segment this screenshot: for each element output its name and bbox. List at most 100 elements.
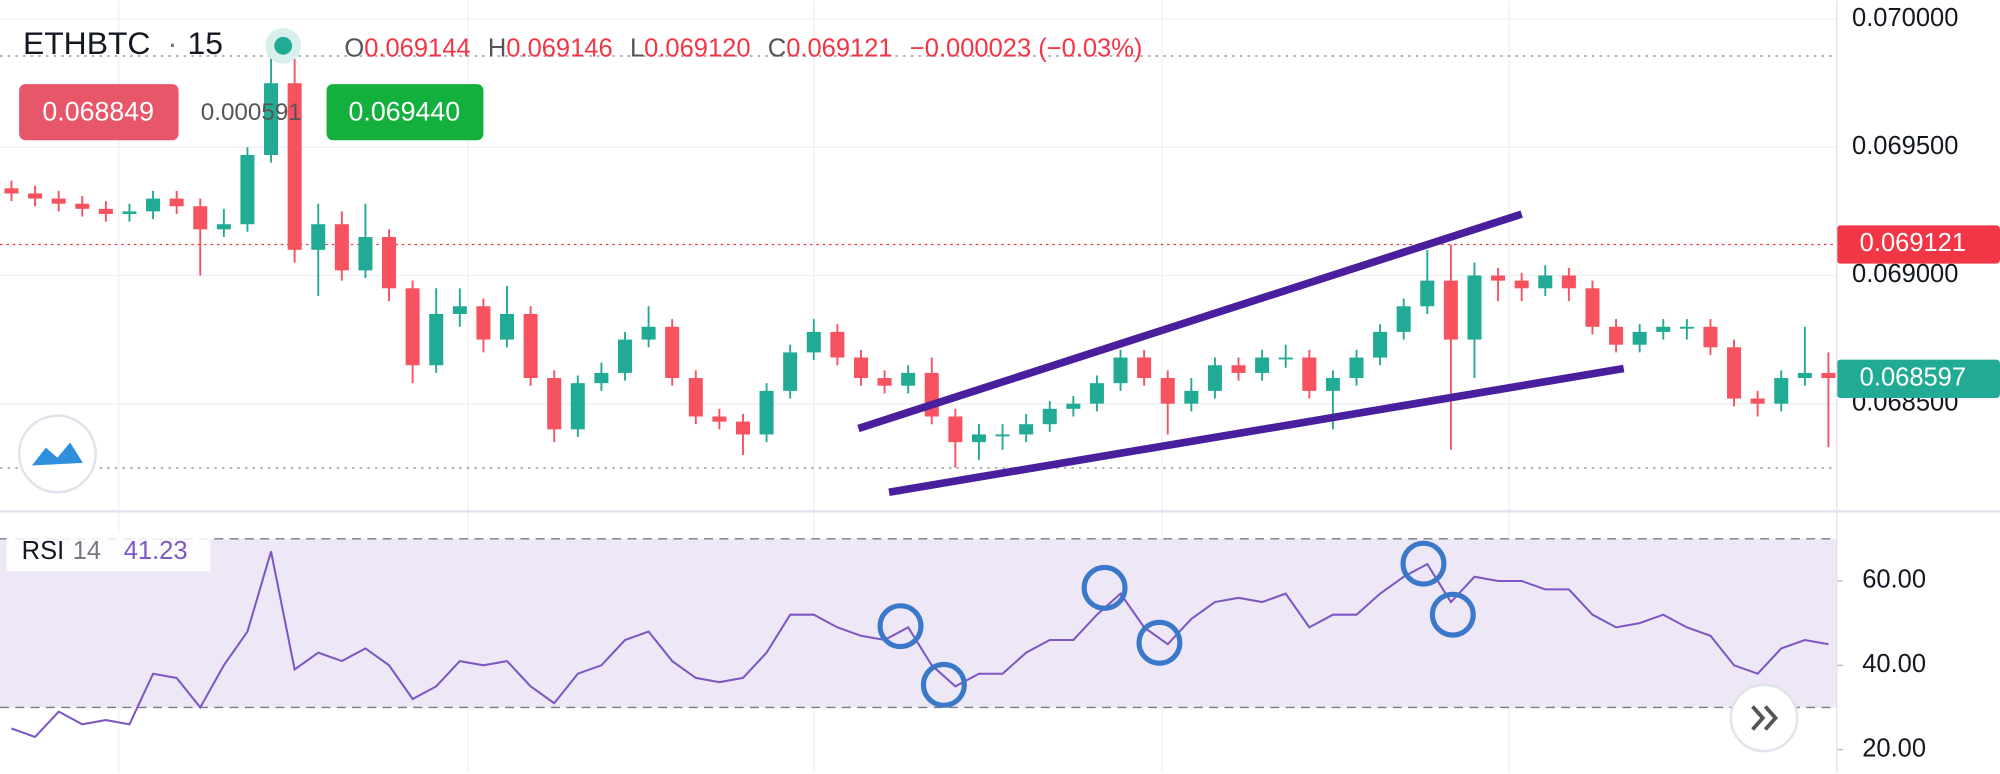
rsi-line: [11, 551, 1829, 739]
o-label: O: [344, 34, 364, 62]
candle-body: [1514, 280, 1529, 289]
panes: 0.0700000.0695000.0690000.0685000.069121…: [0, 4, 2000, 762]
candle-body: [523, 313, 538, 379]
rsi-period: 14: [73, 537, 101, 565]
candle-body: [712, 416, 727, 422]
scroll-icon: [1751, 705, 1779, 731]
trend-line[interactable]: [888, 364, 1625, 497]
candle-body: [1231, 365, 1246, 373]
candle-body: [1703, 326, 1718, 348]
rsi-value: 41.23: [124, 537, 188, 565]
candle-body: [971, 434, 986, 443]
logo-icon: [31, 442, 83, 466]
circle-mark[interactable]: [920, 661, 967, 708]
candle-body: [1373, 331, 1388, 358]
candle-body: [1467, 275, 1482, 340]
candle-body: [1656, 326, 1671, 332]
candle-body: [1797, 372, 1812, 379]
candle-body: [1089, 383, 1104, 404]
high: 0.069146: [506, 34, 612, 62]
y-tick-label: 20.00: [1862, 734, 1926, 762]
candle-body: [1632, 331, 1647, 345]
candle-body: [122, 211, 137, 214]
candle-body: [311, 224, 326, 250]
buy-button[interactable]: [326, 84, 484, 141]
c-label: C: [768, 34, 786, 62]
candle-body: [877, 378, 892, 386]
candle-body: [617, 339, 633, 373]
candle-body: [995, 434, 1010, 437]
candle-body: [476, 306, 491, 340]
candle-body: [1066, 403, 1081, 409]
candle-body: [547, 378, 562, 430]
y-tick-label: 0.069000: [1852, 260, 1958, 288]
circle-mark[interactable]: [1400, 540, 1447, 587]
candle-body: [735, 421, 750, 435]
candle-body: [948, 416, 963, 443]
price-label-bg: [1836, 225, 2000, 264]
logo-circle[interactable]: [17, 414, 97, 494]
circle-mark[interactable]: [877, 603, 924, 650]
candle-body: [1278, 357, 1293, 360]
sell-price: 0.068849: [42, 96, 154, 126]
candle-body: [901, 372, 916, 386]
candle-body: [287, 83, 302, 250]
candle-body: [264, 83, 279, 155]
close: 0.069121: [786, 34, 892, 62]
candle-body: [570, 383, 585, 430]
candle-body: [1443, 280, 1458, 340]
candle-body: [334, 224, 349, 271]
change: −0.000023 (−0.03%): [910, 34, 1143, 62]
candle-body: [429, 313, 444, 366]
candle-body: [688, 378, 703, 417]
candle-body: [665, 326, 680, 379]
candle-body: [358, 237, 373, 271]
candle-body: [594, 372, 609, 384]
low: 0.069120: [644, 34, 750, 62]
price-label: 0.068597: [1860, 364, 1966, 392]
candle-body: [1349, 357, 1364, 379]
candle-body: [240, 154, 255, 225]
candle-body: [169, 198, 184, 207]
circle-mark[interactable]: [1136, 619, 1183, 666]
candle-body: [216, 224, 231, 230]
candle-body: [1302, 357, 1317, 391]
symbol[interactable]: ETHBTC: [23, 25, 151, 61]
candle-body: [641, 326, 656, 340]
trend-line[interactable]: [857, 210, 1523, 433]
candle-body: [1184, 390, 1199, 404]
spread: 0.000591: [201, 99, 302, 126]
candle-body: [1255, 357, 1270, 373]
candle-body: [146, 198, 161, 212]
circle-mark[interactable]: [1081, 564, 1128, 611]
candle-body: [1396, 306, 1411, 332]
candle-body: [28, 193, 43, 199]
header: ETHBTC · 15 O0.069144 H0.069146 L0.06912…: [19, 25, 1143, 141]
circle-mark[interactable]: [1429, 591, 1476, 638]
candle-body: [98, 208, 113, 214]
candle-body: [806, 331, 821, 353]
candle-body: [75, 203, 90, 209]
buy-price: 0.069440: [349, 96, 461, 126]
rsi-title[interactable]: RSI: [22, 537, 65, 565]
interval[interactable]: 15: [188, 25, 223, 61]
candle-body: [1585, 288, 1600, 327]
candle-body: [1113, 357, 1128, 384]
candle-body: [1207, 365, 1222, 391]
candle-body: [1491, 275, 1506, 281]
candle-body: [783, 352, 798, 391]
candle-body: [830, 331, 845, 358]
candle-body: [1821, 372, 1836, 379]
logo[interactable]: [17, 414, 97, 494]
candle-body: [382, 237, 397, 289]
open: 0.069144: [364, 34, 470, 62]
candle-body: [51, 198, 66, 204]
candle-body: [1538, 275, 1553, 289]
candle-body: [1727, 347, 1742, 399]
candle-body: [452, 306, 467, 314]
sell-button[interactable]: [19, 84, 179, 141]
scroll-button[interactable]: [1729, 683, 1799, 753]
separator: ·: [167, 25, 178, 61]
